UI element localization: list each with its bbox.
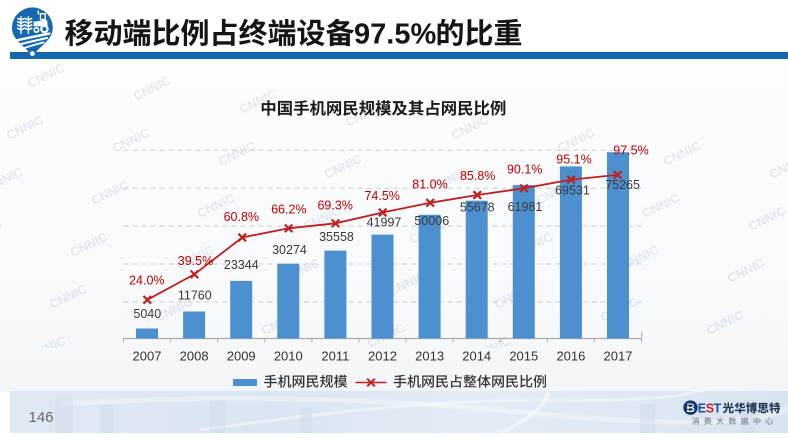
svg-text:97.5%: 97.5%	[613, 144, 648, 158]
svg-text:11760: 11760	[178, 288, 212, 302]
svg-text:2010: 2010	[274, 349, 303, 364]
svg-text:B: B	[686, 401, 695, 415]
svg-text:2007: 2007	[133, 349, 162, 364]
svg-text:69.3%: 69.3%	[317, 198, 352, 212]
svg-text:23344: 23344	[224, 258, 259, 272]
svg-text:2012: 2012	[368, 349, 397, 364]
svg-text:41997: 41997	[367, 216, 402, 230]
svg-text:60.8%: 60.8%	[224, 210, 259, 224]
svg-text:81.0%: 81.0%	[412, 177, 447, 191]
svg-text:95.1%: 95.1%	[556, 153, 591, 167]
svg-text:35558: 35558	[319, 230, 354, 244]
svg-text:2008: 2008	[180, 349, 209, 364]
svg-text:75265: 75265	[605, 178, 640, 192]
svg-text:146: 146	[29, 409, 54, 426]
svg-text:74.5%: 74.5%	[364, 189, 399, 203]
svg-text:5040: 5040	[133, 307, 161, 321]
svg-text:2011: 2011	[321, 349, 349, 364]
svg-text:66.2%: 66.2%	[271, 203, 306, 217]
svg-text:61981: 61981	[508, 200, 543, 214]
svg-text:2013: 2013	[415, 349, 444, 364]
svg-text:55678: 55678	[460, 201, 495, 215]
svg-text:24.0%: 24.0%	[129, 273, 164, 287]
svg-text:2017: 2017	[604, 349, 633, 364]
svg-text:2016: 2016	[556, 349, 585, 364]
svg-text:85.8%: 85.8%	[460, 169, 495, 183]
svg-text:39.5%: 39.5%	[178, 254, 213, 268]
svg-text:EST: EST	[698, 401, 722, 415]
svg-text:2014: 2014	[462, 349, 491, 364]
svg-text:30274: 30274	[272, 243, 307, 257]
svg-text:69531: 69531	[555, 183, 590, 197]
svg-text:2015: 2015	[509, 349, 538, 364]
svg-text:50006: 50006	[414, 214, 449, 228]
svg-text:90.1%: 90.1%	[507, 163, 542, 177]
svg-text:97.5%: 97.5%	[354, 19, 436, 51]
svg-text:2009: 2009	[227, 349, 256, 364]
